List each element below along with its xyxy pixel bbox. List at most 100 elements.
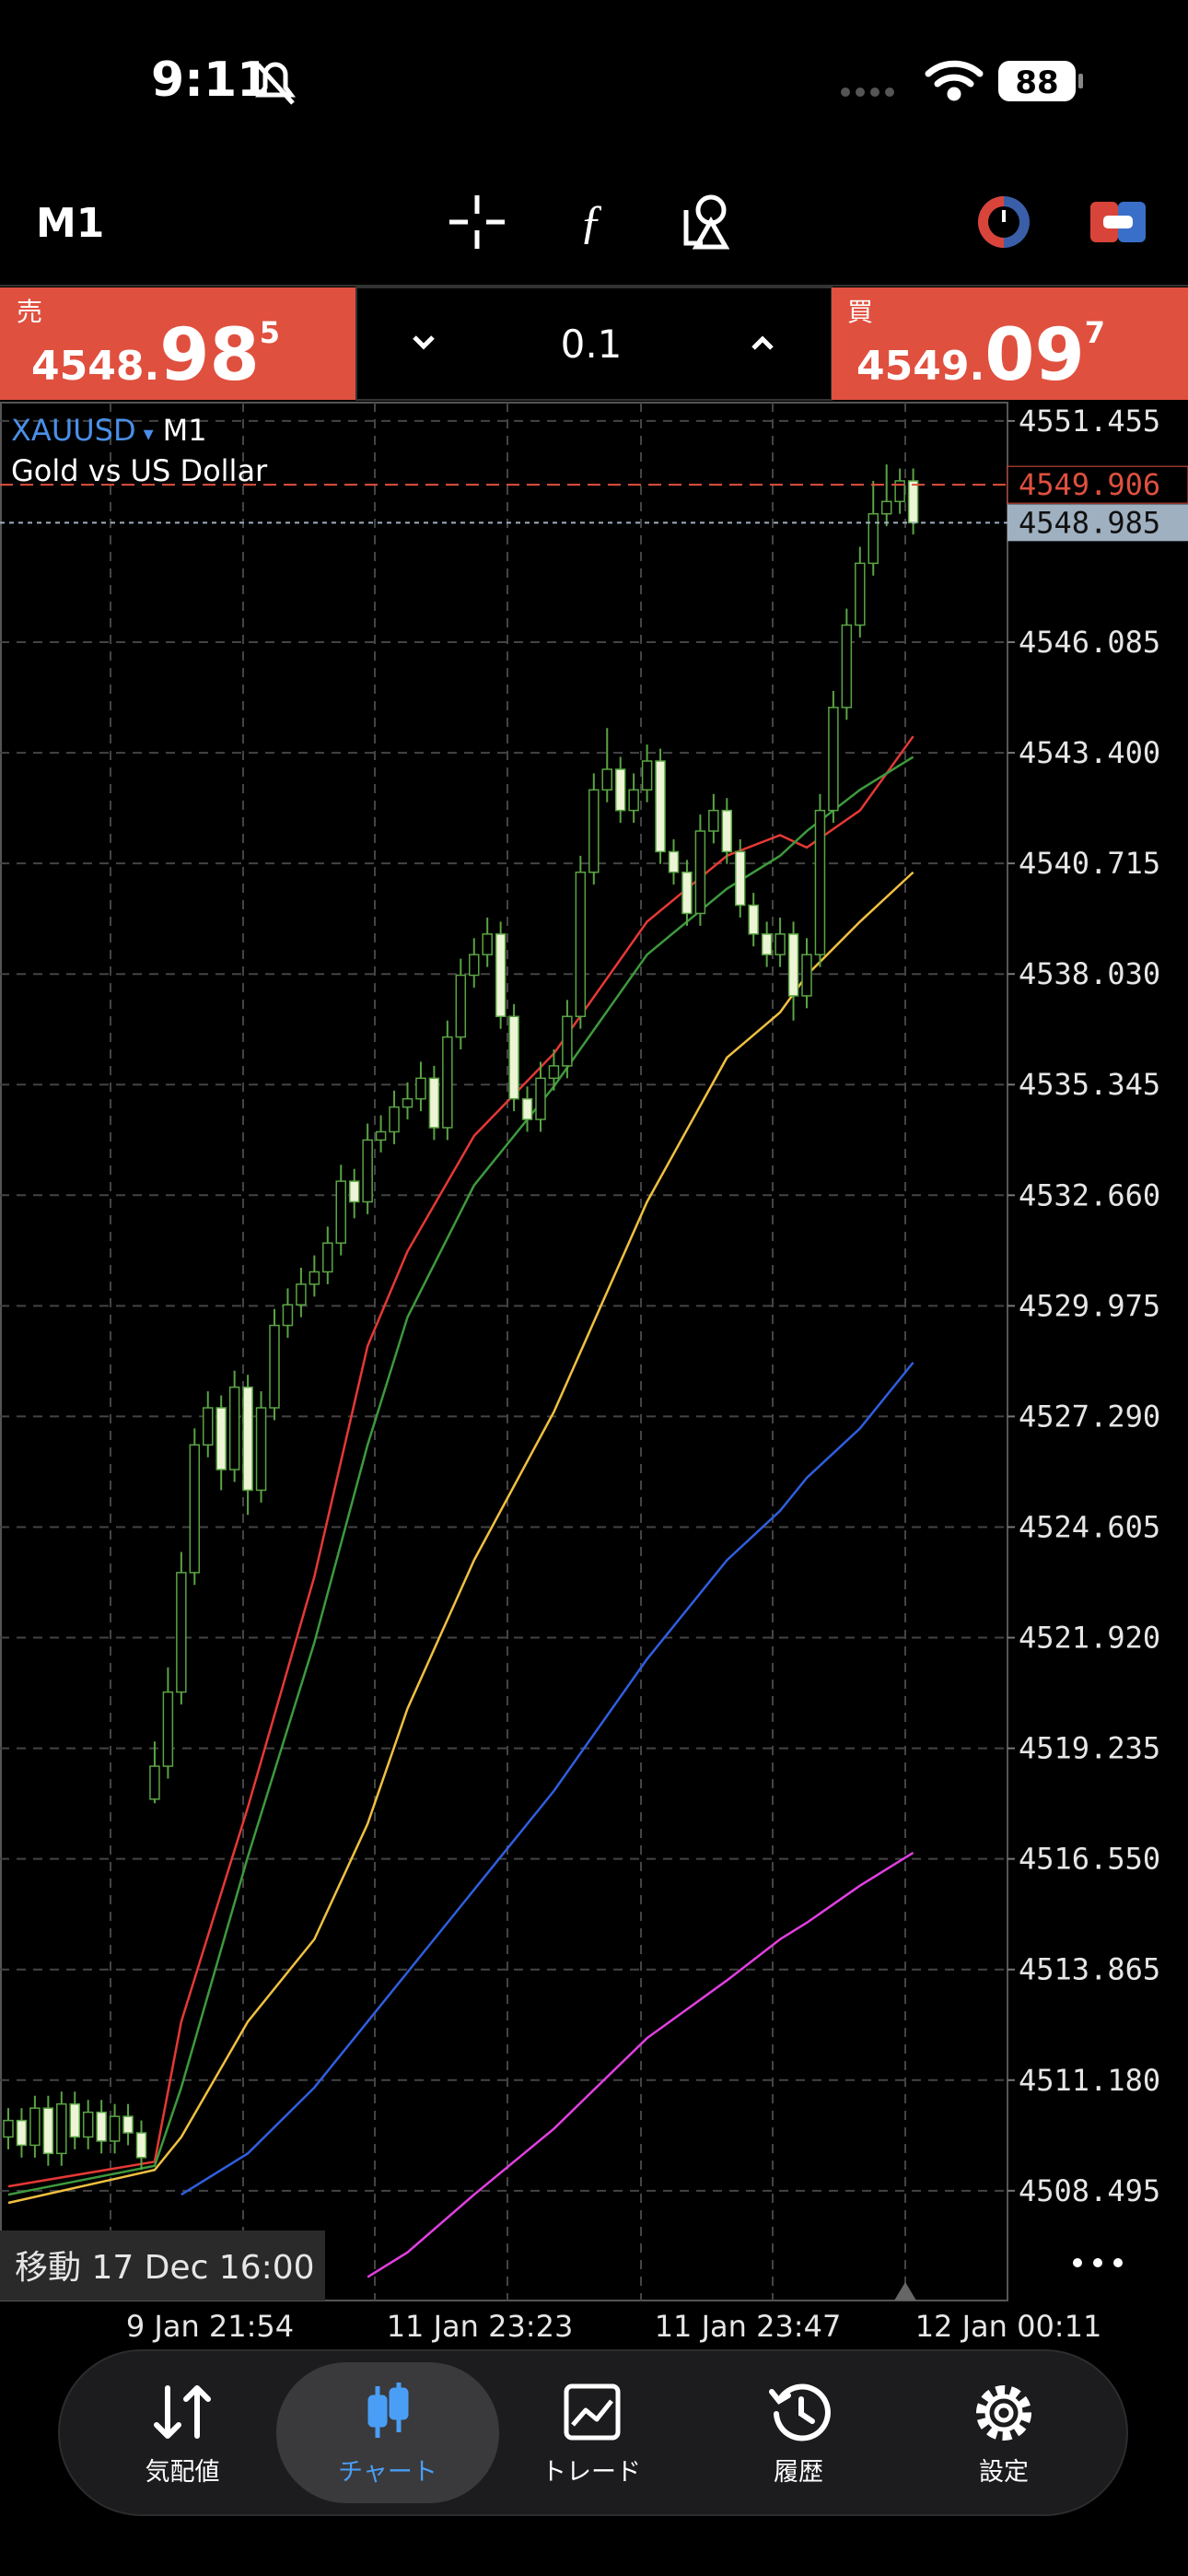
x-tick-label: 11 Jan 23:23: [387, 2309, 574, 2344]
sell-label: 売: [17, 297, 42, 327]
signal-icon: [841, 88, 894, 97]
moving-average-line: [181, 1362, 914, 2196]
y-tick-label: 4513.865: [1019, 1952, 1160, 1987]
plot-frame: [0, 402, 1008, 2301]
candle-body: [841, 624, 853, 708]
timer-button[interactable]: [978, 196, 1030, 248]
y-tick-label: 4535.345: [1019, 1067, 1160, 1102]
candle-body: [482, 933, 493, 955]
nav-tab-label[interactable]: 気配値: [146, 2458, 220, 2487]
sell-price-sup: 5: [260, 315, 280, 350]
candle-body: [335, 1180, 346, 1244]
sell-price-small: 4548.: [31, 343, 159, 390]
y-tick-label: 4551.455: [1019, 404, 1160, 439]
candle-body: [203, 1407, 214, 1446]
crosshair-button[interactable]: [449, 195, 505, 249]
candle-body: [269, 1324, 280, 1409]
nav-icon-settings: [976, 2385, 1031, 2441]
candle-body: [721, 809, 733, 853]
candle-body: [787, 933, 799, 997]
candle-body: [135, 2132, 147, 2159]
objects-button[interactable]: [683, 194, 730, 250]
timeframe-button[interactable]: M1: [36, 200, 104, 247]
volume-up[interactable]: [751, 335, 774, 350]
candle-body: [508, 1015, 519, 1100]
y-tick-label: 4516.550: [1019, 1842, 1160, 1877]
volume-down[interactable]: [413, 335, 435, 350]
candle-body: [69, 2102, 80, 2138]
candle-body: [455, 974, 467, 1038]
more-button[interactable]: [1073, 2258, 1123, 2267]
candle-body: [309, 1270, 320, 1285]
candle-body: [162, 1691, 174, 1767]
candle-body: [562, 1015, 573, 1067]
y-tick-label: 4538.030: [1019, 956, 1160, 991]
y-tick-label: 4519.235: [1019, 1731, 1160, 1766]
candle-body: [681, 871, 693, 915]
shift-marker: [894, 2282, 916, 2301]
candle-body: [548, 1065, 560, 1080]
candle-body: [16, 2119, 28, 2147]
candle-body: [880, 500, 892, 515]
candle-body: [894, 480, 905, 503]
y-tick-label: 4524.605: [1019, 1509, 1160, 1544]
nav-bar: [58, 2349, 1128, 2516]
one-click-button[interactable]: [1090, 202, 1146, 242]
buy-price-sup: 7: [1085, 315, 1105, 350]
buy-price: 4549.097: [856, 314, 1105, 397]
candle-body: [375, 1130, 387, 1142]
sell-button[interactable]: [0, 287, 356, 400]
chart[interactable]: 4551.455 4546.085 4543.400 4540.715 4538.030…: [0, 403, 1188, 2344]
candle-body: [442, 1036, 453, 1129]
moving-average-line: [7, 735, 914, 2188]
symbol[interactable]: XAUUSD ▾ M1: [11, 413, 207, 448]
wifi-icon: [925, 60, 984, 101]
candle-body: [122, 2115, 134, 2134]
y-tick-label: 4508.495: [1019, 2173, 1160, 2208]
candle-body: [855, 562, 866, 626]
candle-body: [428, 1077, 440, 1129]
buy-button[interactable]: [832, 287, 1188, 400]
candle-body: [521, 1097, 533, 1120]
nav-tab-label[interactable]: 履歴: [774, 2458, 823, 2487]
candle-body: [189, 1444, 201, 1574]
nav-tab-label[interactable]: 設定: [979, 2458, 1029, 2487]
y-tick-label: 4511.180: [1019, 2063, 1160, 2098]
x-tick-label: 12 Jan 00:11: [915, 2309, 1102, 2344]
volume-value[interactable]: 0.1: [561, 322, 623, 367]
nav-tab-label[interactable]: チャート: [338, 2458, 437, 2487]
clock: 9:11: [151, 53, 270, 108]
price-label-box: [1007, 504, 1188, 542]
candle-body: [907, 480, 919, 524]
candle-body: [296, 1283, 307, 1306]
candle-body: [614, 768, 626, 812]
nav-tab-label[interactable]: トレード: [542, 2458, 641, 2487]
price-label-box: [1007, 465, 1188, 504]
candle-body: [575, 871, 587, 1017]
symbol-name: XAUUSD: [11, 413, 136, 448]
candle-body: [628, 789, 639, 812]
candle-body: [801, 954, 812, 997]
candle-body: [694, 830, 706, 915]
symbol-description: Gold vs US Dollar: [11, 453, 268, 488]
candle-body: [348, 1180, 360, 1203]
indicators-button[interactable]: ƒ: [579, 196, 603, 249]
candle-body: [176, 1572, 187, 1693]
candle-body: [588, 789, 600, 873]
y-tick-label: 4527.290: [1019, 1399, 1160, 1434]
buy-label: 買: [847, 297, 873, 327]
buy-price-small: 4549.: [856, 343, 984, 390]
candle-body: [641, 760, 653, 791]
candle-body: [322, 1242, 333, 1273]
y-tick-label: 4540.715: [1019, 846, 1160, 881]
candle-body: [255, 1407, 267, 1492]
price-label: 4549.906: [1019, 467, 1160, 502]
candle-body: [242, 1386, 253, 1492]
volume-box: [355, 287, 833, 401]
nav-icon-history: [769, 2383, 831, 2441]
moving-average-line: [367, 1851, 914, 2278]
candle-body: [215, 1407, 227, 1470]
y-tick-label: 4543.400: [1019, 735, 1160, 770]
battery-level: 88: [1015, 64, 1058, 101]
